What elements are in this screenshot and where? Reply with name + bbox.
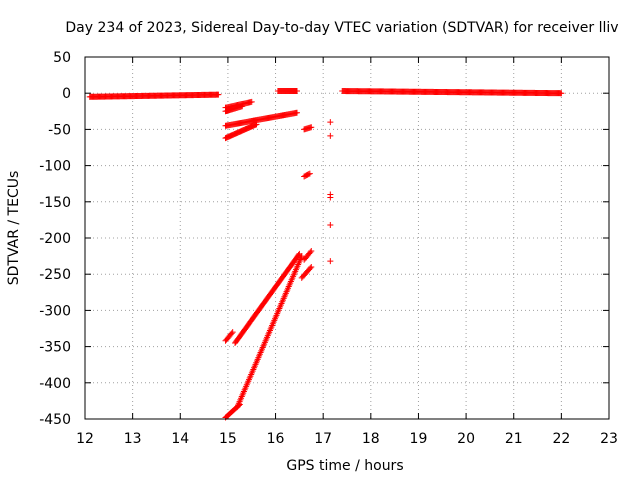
y-tick-label: -200 xyxy=(39,231,71,247)
y-tick-label: -300 xyxy=(39,303,71,319)
data-point xyxy=(228,330,235,337)
x-tick-label: 21 xyxy=(505,431,523,447)
data-point xyxy=(327,221,334,228)
data-point xyxy=(327,132,334,139)
y-tick-label: -50 xyxy=(48,122,71,138)
data-point xyxy=(327,194,334,201)
data-point xyxy=(248,98,255,105)
data-point xyxy=(308,248,315,255)
x-tick-label: 15 xyxy=(219,431,237,447)
data-point xyxy=(306,170,313,177)
y-tick-label: -400 xyxy=(39,376,71,392)
x-tick-label: 14 xyxy=(171,431,189,447)
data-point xyxy=(558,90,565,97)
plot-frame xyxy=(84,56,610,420)
data-point xyxy=(307,265,314,272)
chart-title: Day 234 of 2023, Sidereal Day-to-day VTE… xyxy=(65,20,618,36)
data-point xyxy=(293,88,300,95)
data-point xyxy=(305,171,312,178)
data-point xyxy=(253,121,260,128)
data-point xyxy=(327,258,334,265)
y-tick-label: 50 xyxy=(53,50,71,66)
x-tick-label: 23 xyxy=(600,431,618,447)
x-tick-label: 18 xyxy=(362,431,380,447)
data-point xyxy=(293,109,300,116)
data-points xyxy=(86,88,565,421)
data-point xyxy=(239,103,246,110)
x-tick-label: 16 xyxy=(267,431,285,447)
x-tick-label: 12 xyxy=(76,431,94,447)
x-tick-label: 20 xyxy=(457,431,475,447)
data-point xyxy=(308,124,315,131)
data-point xyxy=(229,329,236,336)
x-tick-label: 19 xyxy=(410,431,428,447)
y-tick-label: -250 xyxy=(39,267,71,283)
y-tick-label: -450 xyxy=(39,412,71,428)
y-tick-labels: 50 0 -50 -100 -150 -200 -250 -300 -350 -400 -450 xyxy=(39,50,71,428)
data-point xyxy=(215,91,222,98)
x-tick-label: 22 xyxy=(552,431,570,447)
x-tick-label: 17 xyxy=(314,431,332,447)
y-tick-label: 0 xyxy=(62,86,71,102)
data-point xyxy=(308,263,315,270)
data-point xyxy=(327,119,334,126)
y-tick-label: -150 xyxy=(39,195,71,211)
x-axis-label: GPS time / hours xyxy=(286,458,403,474)
x-tick-labels: 12 13 14 15 16 17 18 19 20 21 22 23 xyxy=(76,431,618,447)
y-tick-label: -100 xyxy=(39,159,71,175)
data-point xyxy=(307,249,314,256)
y-axis-label: SDTVAR / TECUs xyxy=(6,171,22,286)
x-tick-label: 13 xyxy=(124,431,142,447)
y-tick-label: -350 xyxy=(39,340,71,356)
axis-ticks xyxy=(84,56,610,420)
grid-lines xyxy=(85,57,609,419)
data-point xyxy=(298,253,305,260)
